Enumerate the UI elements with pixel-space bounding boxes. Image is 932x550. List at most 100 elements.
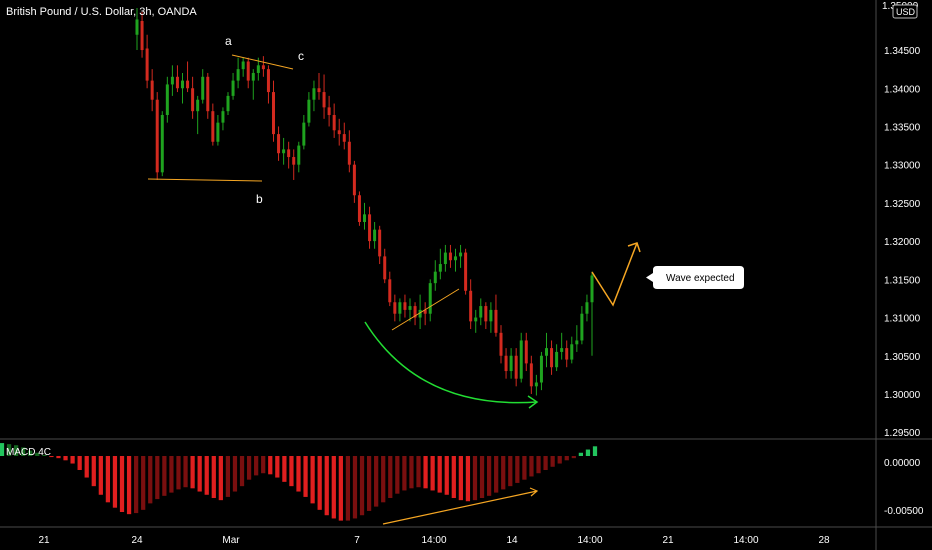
candle-body [393, 302, 397, 314]
time-tick-label: 14:00 [421, 535, 446, 546]
indicator-name[interactable]: MACD 4C [6, 447, 51, 458]
macd-bar [6, 444, 12, 456]
candle-body [175, 76, 179, 89]
candle-body [413, 306, 417, 318]
macd-bar [254, 456, 259, 476]
macd-bar [126, 456, 132, 515]
macd-axis-label: -0.00500 [884, 506, 924, 517]
candle-body [170, 76, 174, 85]
candle-body [231, 80, 235, 96]
macd-bar [494, 456, 499, 493]
candle-body [524, 340, 528, 364]
candle-body [550, 348, 554, 368]
candle-body [433, 271, 437, 284]
macd-bar [529, 456, 534, 477]
candle-body [241, 61, 245, 70]
time-tick-label: 24 [131, 535, 143, 546]
macd-bar [578, 452, 583, 456]
macd-bar [303, 456, 308, 497]
candle-body [135, 19, 139, 35]
macd-bar [35, 452, 40, 456]
time-tick-label: 14:00 [577, 535, 602, 546]
macd-bar [275, 456, 280, 478]
candle-body [186, 80, 190, 89]
candle-body [211, 111, 215, 142]
currency-badge-label: USD [896, 7, 916, 17]
candle-body [454, 256, 457, 261]
macd-bar [324, 456, 329, 516]
candle-body [272, 92, 275, 135]
macd-bar [141, 456, 146, 510]
macd-bar [585, 449, 591, 456]
candle-body [474, 317, 478, 322]
macd-bar [557, 456, 562, 464]
candle-body [297, 145, 301, 165]
candle-body [383, 256, 387, 280]
candle-body [181, 80, 184, 89]
macd-bar [338, 456, 343, 521]
macd-bar [409, 456, 414, 489]
candle-body [388, 279, 392, 303]
candle-body [484, 306, 488, 322]
macd-bar [56, 456, 61, 459]
time-tick-label: 21 [38, 535, 50, 546]
macd-bar [536, 456, 541, 474]
candle-body [347, 141, 351, 165]
candle-body [398, 302, 402, 314]
candle-body [469, 290, 473, 322]
candles-layer [135, 8, 594, 396]
macd-bar [239, 456, 245, 487]
macd-bar [437, 456, 442, 493]
macd-bar [416, 456, 421, 488]
macd-bar [430, 456, 435, 491]
candle-body [312, 88, 316, 100]
candle-body [570, 344, 574, 360]
candle-body [363, 214, 366, 222]
candle-body [539, 355, 543, 383]
macd-bar [119, 456, 125, 512]
candle-body [555, 351, 559, 368]
price-tick-label: 1.33500 [884, 122, 921, 133]
macd-bar [169, 456, 174, 493]
candle-body [342, 134, 346, 142]
macd-bar [592, 446, 598, 456]
macd-bar [550, 456, 555, 467]
macd-bar [42, 454, 47, 456]
macd-bar [317, 456, 322, 510]
channel-line [391, 288, 460, 331]
callout-shape [646, 266, 744, 289]
candle-body [251, 72, 255, 81]
macd-bar [204, 456, 209, 495]
macd-bar [0, 443, 5, 456]
candle-body [327, 107, 331, 115]
macd-bar [105, 456, 111, 503]
candle-body [160, 115, 164, 173]
macd-bar [246, 456, 252, 480]
currency-badge[interactable] [892, 4, 918, 19]
macd-bar [331, 456, 336, 519]
macd-bar [501, 456, 506, 490]
expected-wave-arrowhead [627, 242, 641, 253]
macd-bar [282, 456, 287, 482]
time-axis[interactable]: 21 24 Mar 7 14:00 14 14:00 21 14:00 28 [38, 535, 830, 546]
candle-body [201, 76, 205, 100]
price-axis[interactable]: 1.35000 USD 1.345001.340001.335001.33000… [882, 1, 921, 439]
candle-body [287, 149, 291, 158]
macd-bar [451, 456, 456, 498]
macd-bar [218, 456, 223, 501]
wave-label-b: b [256, 192, 263, 206]
candle-body [408, 306, 412, 310]
candle-body [155, 99, 159, 173]
candle-body [575, 340, 579, 345]
candle-body [307, 99, 311, 123]
expected-wave-path [591, 242, 638, 307]
candle-body [256, 65, 260, 73]
macd-bar [571, 456, 576, 459]
macd-bar [225, 456, 231, 497]
macd-bar [423, 456, 428, 489]
candle-body [519, 340, 523, 379]
curved-arrow [364, 321, 538, 404]
macd-bar [77, 456, 82, 470]
candle-body [545, 348, 548, 356]
candle-body [443, 252, 447, 265]
